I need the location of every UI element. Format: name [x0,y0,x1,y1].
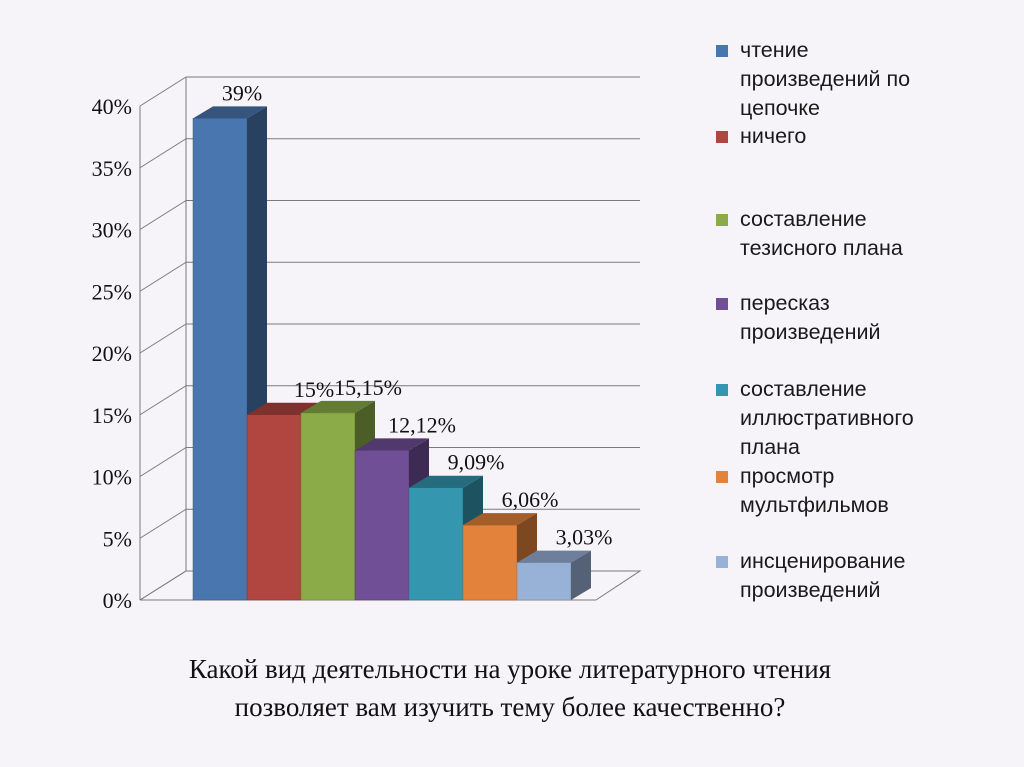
bar-front [516,562,572,601]
y-tick-label: 25% [92,279,132,304]
y-tick-label: 5% [103,526,132,551]
legend-swatch [716,556,728,568]
bar-top [247,402,321,415]
gridline-diagonal [139,508,187,539]
legend-swatch [716,471,728,483]
legend-label: чтение произведений по цепочке [740,38,911,120]
legend-label: пересказ произведений [740,291,881,344]
data-label: 12,12% [388,412,456,437]
bar-front [462,524,518,601]
bar [408,475,483,601]
gridline-diagonal [139,447,187,477]
data-labels: 39% 15% 15,15% 12,12% 9,09% 6,06% 3,03% [222,80,613,549]
legend-swatch [716,298,728,310]
bar-top [517,550,591,563]
legend-label: ничего [740,124,807,148]
bar-top [301,400,375,413]
y-axis-ticks: 0% 5% 10% 15% 20% 25% 30% 35% 40% [92,94,132,613]
bar-front [300,412,356,601]
gridline-diagonal [139,323,187,354]
y-tick-label: 20% [92,341,132,366]
bar-top [355,438,429,451]
gridline-diagonal [139,385,187,416]
y-tick-label: 40% [92,94,132,119]
data-label: 15,15% [334,375,402,400]
bar-front [192,118,248,601]
data-label: 6,06% [502,487,559,512]
chart-bars [192,106,591,601]
gridline-diagonal [139,261,187,292]
data-label: 3,03% [556,525,613,550]
legend-swatch [716,384,728,396]
legend-label: составление иллюстративного плана [740,377,914,459]
y-tick-label: 15% [92,403,132,428]
legend-label: просмотр мультфильмов [740,464,889,517]
data-label: 9,09% [448,450,505,475]
gridline-diagonal [139,200,187,230]
gridline-diagonal [139,76,187,107]
legend-label: составление тезисного плана [740,207,903,260]
bar-side [571,550,591,600]
bar [516,550,591,601]
y-tick-label: 35% [92,156,132,181]
bar-front [354,450,410,601]
legend-label: инсценирование произведений [740,549,906,602]
bar-top [409,475,483,488]
chart-caption: Какой вид деятельности на уроке литерату… [60,650,960,726]
y-tick-label: 30% [92,218,132,243]
bar-top [193,106,267,119]
caption-line: позволяет вам изучить тему более качеств… [234,692,786,722]
y-tick-label: 10% [92,465,132,490]
data-label: 39% [222,80,262,105]
data-label: 15% [294,377,334,402]
legend-swatch [716,45,728,57]
caption-line: Какой вид деятельности на уроке литерату… [188,654,832,684]
bar-front [246,414,302,601]
bar-front [408,487,464,601]
legend-swatch [716,131,728,143]
bar-top [463,513,537,526]
y-tick-label: 0% [103,588,132,613]
gridline-diagonal [139,138,187,169]
legend-swatch [716,214,728,226]
